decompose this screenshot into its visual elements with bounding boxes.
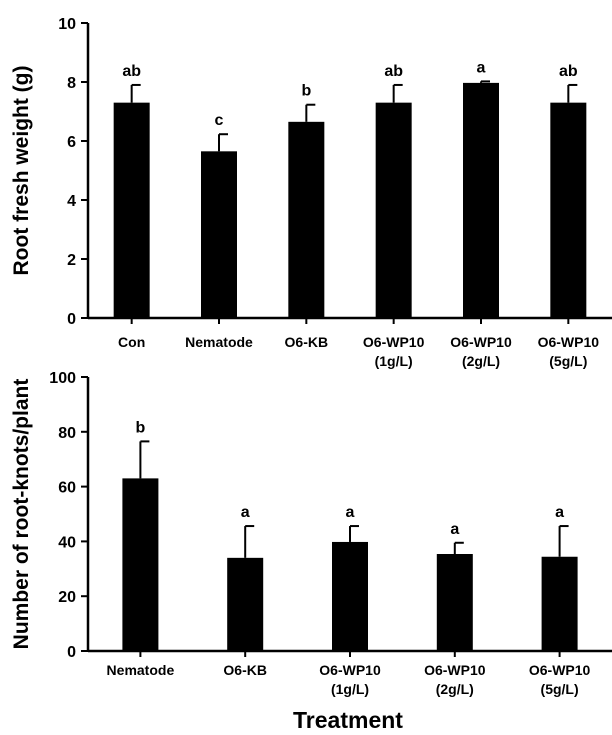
x-tick-label: O6-WP10 xyxy=(538,334,600,350)
x-tick-label: (5g/L) xyxy=(541,681,579,697)
x-tick-label: (1g/L) xyxy=(375,353,413,369)
y-axis-label: Root fresh weight (g) xyxy=(10,66,33,276)
x-tick-label: (2g/L) xyxy=(436,681,474,697)
x-tick-label: O6-WP10 xyxy=(529,662,591,678)
y-tick-label: 10 xyxy=(58,16,76,33)
y-tick-label: 60 xyxy=(58,480,76,497)
significance-label: a xyxy=(450,521,459,538)
x-tick-label: O6-WP10 xyxy=(363,334,425,350)
bar xyxy=(463,82,499,318)
significance-label: a xyxy=(346,504,355,521)
significance-label: c xyxy=(215,112,224,129)
y-tick-label: 4 xyxy=(67,193,76,210)
bar xyxy=(288,121,325,318)
bar xyxy=(201,151,237,318)
significance-label: ab xyxy=(384,63,403,80)
x-tick-label: O6-WP10 xyxy=(424,662,486,678)
y-tick-label: 80 xyxy=(58,425,76,442)
y-tick-label: 8 xyxy=(67,75,76,92)
significance-label: b xyxy=(136,419,146,436)
y-tick-label: 100 xyxy=(49,370,76,387)
x-tick-label: Con xyxy=(118,334,145,350)
bar xyxy=(550,102,587,319)
significance-label: ab xyxy=(559,63,578,80)
x-tick-label: O6-WP10 xyxy=(319,662,381,678)
y-tick-label: 40 xyxy=(58,534,76,551)
bar xyxy=(375,102,412,319)
x-tick-label: O6-KB xyxy=(223,662,267,678)
x-tick-label: O6-KB xyxy=(285,334,329,350)
y-tick-label: 0 xyxy=(67,644,76,661)
x-tick-label: (5g/L) xyxy=(549,353,587,369)
x-tick-label: (1g/L) xyxy=(331,681,369,697)
bar xyxy=(227,557,264,651)
significance-label: b xyxy=(301,83,311,100)
bar xyxy=(436,554,473,651)
significance-label: a xyxy=(241,504,250,521)
bar xyxy=(541,556,578,651)
x-tick-label: Nematode xyxy=(185,334,253,350)
bar xyxy=(113,102,150,319)
y-tick-label: 6 xyxy=(67,134,76,151)
bar xyxy=(332,541,368,651)
y-tick-label: 0 xyxy=(67,311,76,328)
significance-label: a xyxy=(555,504,564,521)
y-axis-label: Number of root-knots/plant xyxy=(10,379,33,650)
significance-label: a xyxy=(477,59,486,76)
chart-root-knots: 0 20 40 60 80 100 Number of root-knots/plant b N… xyxy=(10,370,612,697)
y-tick-label: 20 xyxy=(58,589,76,606)
x-axis-label: Treatment xyxy=(293,707,403,733)
significance-label: ab xyxy=(122,63,141,80)
y-tick-label: 2 xyxy=(67,252,76,269)
x-tick-label: (2g/L) xyxy=(462,353,500,369)
bar xyxy=(122,478,159,651)
x-tick-label: O6-WP10 xyxy=(450,334,512,350)
x-tick-label: Nematode xyxy=(107,662,175,678)
